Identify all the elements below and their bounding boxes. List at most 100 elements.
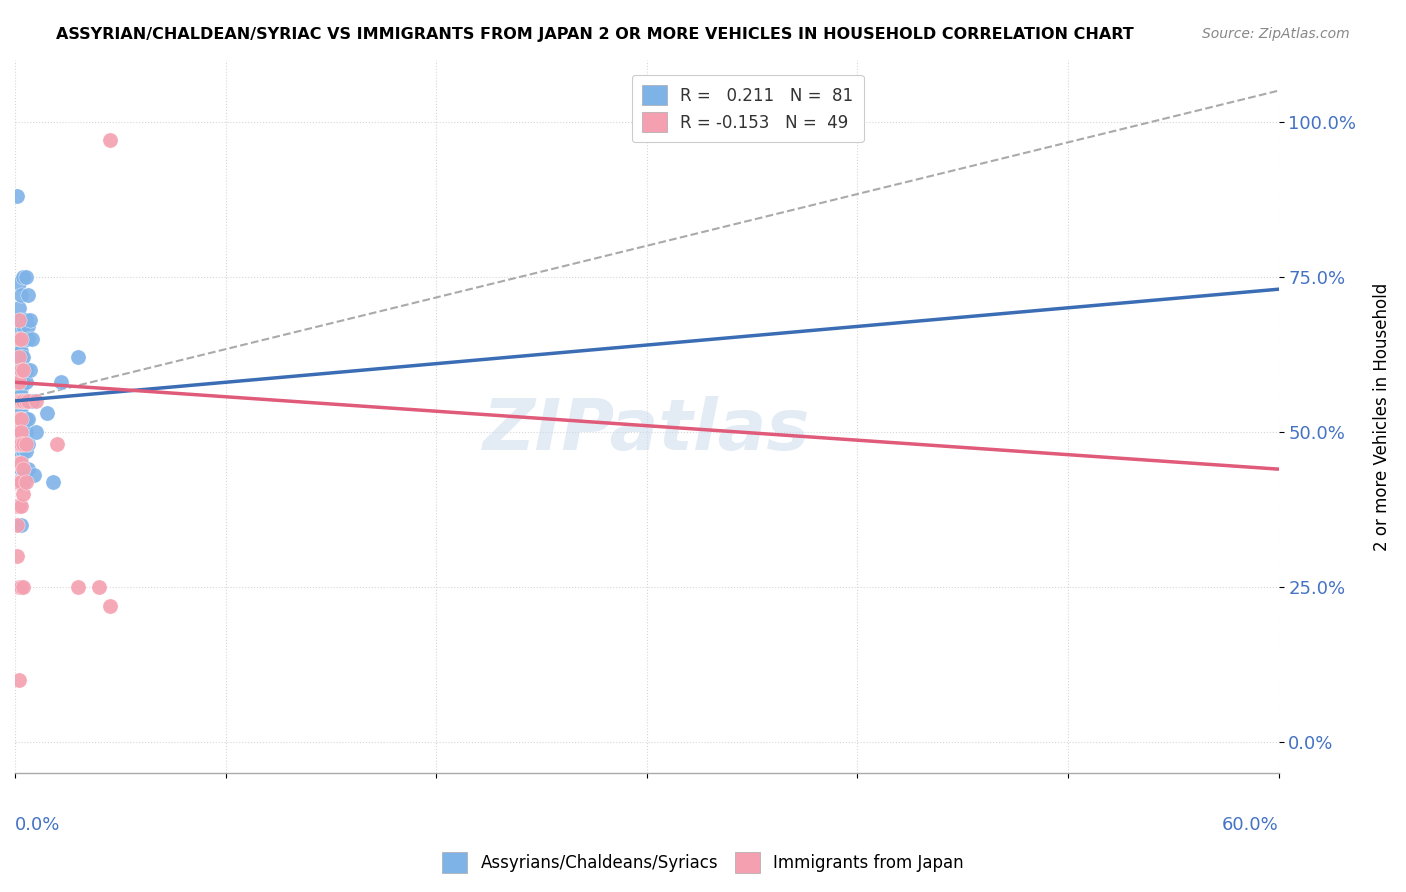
Point — [6, 475, 28, 489]
Point — [51, 376, 73, 390]
Y-axis label: 2 or more Vehicles in Household: 2 or more Vehicles in Household — [1374, 282, 1391, 550]
Point — [8, 376, 31, 390]
Point — [67, 580, 90, 594]
Point — [98, 599, 121, 613]
Point — [8, 412, 31, 426]
Point — [8, 332, 31, 346]
Point — [13, 487, 35, 501]
Point — [6, 456, 28, 470]
Point — [8, 456, 31, 470]
Point — [22, 468, 45, 483]
Point — [21, 332, 44, 346]
Point — [10, 431, 32, 445]
Point — [17, 319, 39, 334]
Point — [8, 382, 31, 396]
Point — [10, 351, 32, 365]
Point — [13, 443, 35, 458]
Text: 0.0%: 0.0% — [15, 816, 60, 834]
Point — [10, 475, 32, 489]
Point — [10, 406, 32, 420]
Point — [8, 363, 31, 377]
Point — [10, 288, 32, 302]
Point — [98, 133, 121, 147]
Point — [6, 412, 28, 426]
Point — [10, 313, 32, 327]
Point — [6, 351, 28, 365]
Point — [13, 393, 35, 408]
Point — [6, 500, 28, 514]
Point — [10, 437, 32, 451]
Point — [8, 344, 31, 359]
Point — [10, 518, 32, 533]
Point — [13, 425, 35, 439]
Point — [8, 580, 31, 594]
Point — [10, 456, 32, 470]
Point — [14, 269, 37, 284]
Point — [8, 437, 31, 451]
Point — [6, 189, 28, 203]
Point — [10, 393, 32, 408]
Point — [8, 400, 31, 414]
Point — [8, 673, 31, 687]
Point — [6, 376, 28, 390]
Point — [8, 412, 31, 426]
Point — [8, 406, 31, 420]
Point — [18, 363, 41, 377]
Point — [17, 412, 39, 426]
Point — [10, 382, 32, 396]
Point — [6, 319, 28, 334]
Point — [10, 437, 32, 451]
Legend: Assyrians/Chaldeans/Syriacs, Immigrants from Japan: Assyrians/Chaldeans/Syriacs, Immigrants … — [436, 846, 970, 880]
Point — [6, 500, 28, 514]
Point — [46, 437, 69, 451]
Text: 60.0%: 60.0% — [1222, 816, 1278, 834]
Point — [14, 376, 37, 390]
Point — [6, 437, 28, 451]
Point — [25, 425, 48, 439]
Point — [13, 475, 35, 489]
Point — [13, 412, 35, 426]
Point — [10, 363, 32, 377]
Text: ZIPatlas: ZIPatlas — [484, 396, 810, 465]
Point — [13, 580, 35, 594]
Point — [25, 393, 48, 408]
Point — [14, 363, 37, 377]
Point — [10, 500, 32, 514]
Point — [13, 319, 35, 334]
Point — [8, 376, 31, 390]
Point — [14, 313, 37, 327]
Point — [13, 462, 35, 476]
Point — [10, 425, 32, 439]
Point — [13, 376, 35, 390]
Point — [10, 332, 32, 346]
Point — [8, 475, 31, 489]
Point — [10, 443, 32, 458]
Point — [6, 549, 28, 563]
Point — [10, 400, 32, 414]
Point — [17, 288, 39, 302]
Point — [8, 393, 31, 408]
Point — [18, 313, 41, 327]
Point — [10, 363, 32, 377]
Point — [13, 363, 35, 377]
Point — [35, 406, 58, 420]
Point — [10, 412, 32, 426]
Point — [8, 301, 31, 315]
Point — [8, 276, 31, 290]
Point — [10, 387, 32, 401]
Point — [13, 393, 35, 408]
Point — [14, 393, 37, 408]
Point — [8, 425, 31, 439]
Point — [8, 418, 31, 433]
Point — [13, 269, 35, 284]
Point — [14, 412, 37, 426]
Point — [14, 437, 37, 451]
Legend: R =   0.211   N =  81, R = -0.153   N =  49: R = 0.211 N = 81, R = -0.153 N = 49 — [633, 75, 863, 143]
Point — [8, 332, 31, 346]
Point — [14, 475, 37, 489]
Point — [10, 450, 32, 464]
Point — [89, 580, 111, 594]
Point — [10, 462, 32, 476]
Point — [17, 437, 39, 451]
Point — [13, 437, 35, 451]
